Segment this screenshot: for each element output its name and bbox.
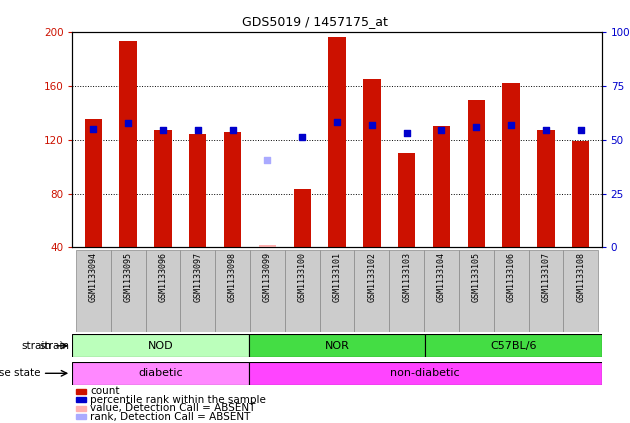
Text: GSM1133095: GSM1133095 — [123, 252, 133, 302]
FancyBboxPatch shape — [285, 250, 319, 332]
Bar — [76, 406, 86, 410]
FancyBboxPatch shape — [425, 334, 602, 357]
Text: GSM1133107: GSM1133107 — [541, 252, 551, 302]
FancyBboxPatch shape — [72, 362, 249, 385]
Bar — [120, 41, 137, 247]
Bar — [572, 141, 590, 247]
Bar — [154, 130, 171, 247]
Point — [332, 119, 342, 126]
FancyBboxPatch shape — [563, 250, 598, 332]
Text: GSM1133103: GSM1133103 — [402, 252, 411, 302]
Text: disease state: disease state — [0, 368, 41, 378]
Point — [402, 129, 412, 136]
Text: count: count — [90, 386, 120, 396]
Point — [88, 126, 98, 132]
Text: GSM1133100: GSM1133100 — [298, 252, 307, 302]
Point — [437, 127, 447, 134]
Bar — [537, 130, 554, 247]
Point — [506, 121, 516, 128]
Text: strain: strain — [21, 341, 51, 351]
Bar — [328, 37, 346, 247]
Point — [576, 127, 586, 134]
Bar — [76, 398, 86, 402]
FancyBboxPatch shape — [249, 334, 425, 357]
FancyBboxPatch shape — [250, 250, 285, 332]
Text: GSM1133104: GSM1133104 — [437, 252, 446, 302]
FancyBboxPatch shape — [494, 250, 529, 332]
Point — [123, 120, 133, 127]
Text: GSM1133102: GSM1133102 — [367, 252, 376, 302]
Text: GDS5019 / 1457175_at: GDS5019 / 1457175_at — [242, 15, 388, 28]
Bar — [294, 190, 311, 247]
Point — [227, 127, 238, 134]
Bar — [76, 415, 86, 419]
FancyBboxPatch shape — [424, 250, 459, 332]
Bar — [76, 389, 86, 393]
Point — [262, 157, 272, 163]
Bar — [363, 79, 381, 247]
FancyBboxPatch shape — [249, 362, 602, 385]
Point — [471, 124, 481, 131]
Text: NOD: NOD — [148, 341, 173, 351]
Point — [297, 134, 307, 140]
Text: GSM1133098: GSM1133098 — [228, 252, 237, 302]
FancyBboxPatch shape — [529, 250, 563, 332]
Text: percentile rank within the sample: percentile rank within the sample — [90, 395, 266, 405]
FancyBboxPatch shape — [459, 250, 494, 332]
FancyBboxPatch shape — [319, 250, 355, 332]
Text: value, Detection Call = ABSENT: value, Detection Call = ABSENT — [90, 403, 256, 413]
Text: GSM1133094: GSM1133094 — [89, 252, 98, 302]
Text: GSM1133101: GSM1133101 — [333, 252, 341, 302]
Bar — [433, 126, 450, 247]
Text: non-diabetic: non-diabetic — [391, 368, 460, 378]
Text: C57BL/6: C57BL/6 — [490, 341, 537, 351]
Text: GSM1133105: GSM1133105 — [472, 252, 481, 302]
Bar — [224, 132, 241, 247]
Point — [367, 121, 377, 128]
Text: rank, Detection Call = ABSENT: rank, Detection Call = ABSENT — [90, 412, 251, 422]
Bar — [84, 119, 102, 247]
Text: GSM1133106: GSM1133106 — [507, 252, 515, 302]
Text: strain: strain — [39, 341, 69, 351]
Text: GSM1133108: GSM1133108 — [576, 252, 585, 302]
Text: GSM1133096: GSM1133096 — [159, 252, 168, 302]
Text: diabetic: diabetic — [139, 368, 183, 378]
Bar — [502, 83, 520, 247]
Bar — [467, 101, 485, 247]
FancyBboxPatch shape — [72, 334, 249, 357]
Bar — [398, 153, 415, 247]
FancyBboxPatch shape — [355, 250, 389, 332]
Text: NOR: NOR — [324, 341, 350, 351]
Point — [541, 127, 551, 134]
FancyBboxPatch shape — [76, 250, 111, 332]
FancyBboxPatch shape — [146, 250, 180, 332]
Text: GSM1133099: GSM1133099 — [263, 252, 272, 302]
Bar — [259, 245, 276, 247]
FancyBboxPatch shape — [389, 250, 424, 332]
FancyBboxPatch shape — [180, 250, 215, 332]
Text: GSM1133097: GSM1133097 — [193, 252, 202, 302]
Point — [193, 127, 203, 134]
Point — [158, 127, 168, 134]
FancyBboxPatch shape — [111, 250, 146, 332]
Bar — [189, 134, 207, 247]
FancyBboxPatch shape — [215, 250, 250, 332]
